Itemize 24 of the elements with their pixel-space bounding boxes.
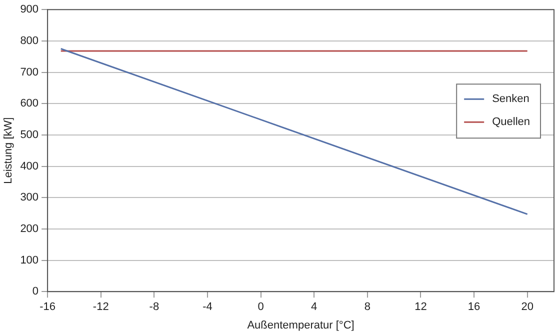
x-tick-label: 4 [311, 301, 318, 314]
y-tick-label: 200 [20, 222, 39, 235]
y-tick-label: 300 [20, 192, 39, 204]
y-tick-label: 600 [20, 98, 39, 110]
x-tick-label: 8 [364, 301, 370, 314]
x-tick-label: -12 [92, 301, 109, 314]
y-tick-label: 100 [20, 254, 39, 266]
x-tick-label: 12 [414, 301, 427, 314]
y-tick-label: 900 [20, 4, 39, 16]
y-tick-label: 700 [20, 66, 39, 78]
x-tick-label: -8 [149, 301, 160, 314]
x-tick-label: 20 [521, 301, 534, 314]
y-tick-label: 800 [20, 34, 39, 47]
y-tick-label: 400 [20, 160, 39, 172]
y-tick-label: 0 [32, 286, 39, 298]
x-tick-label: -16 [40, 301, 56, 314]
x-axis-title: Außentemperatur [°C] [247, 319, 354, 332]
legend-label: Senken [492, 93, 530, 106]
legend-label: Quellen [492, 116, 530, 128]
x-tick-label: -4 [202, 301, 212, 314]
x-tick-label: 0 [258, 301, 264, 314]
y-tick-label: 500 [20, 128, 39, 141]
y-axis-title: Leistung [kW] [2, 117, 15, 184]
x-tick-label: 16 [468, 301, 480, 314]
